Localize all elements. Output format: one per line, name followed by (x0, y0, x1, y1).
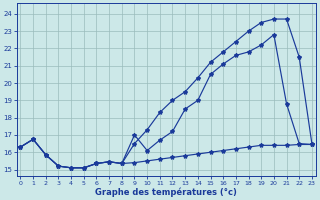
X-axis label: Graphe des températures (°c): Graphe des températures (°c) (95, 187, 237, 197)
